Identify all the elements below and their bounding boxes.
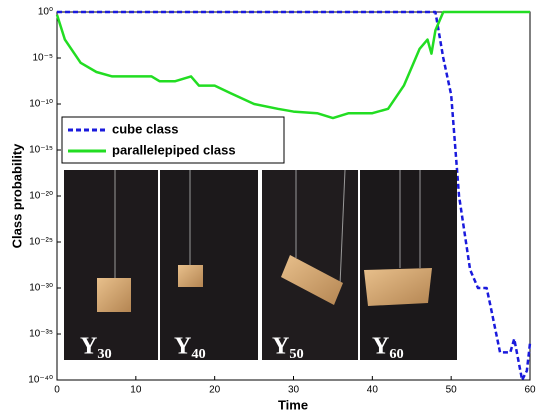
- x-axis-title: Time: [278, 397, 308, 412]
- y-axis-title: Class probability: [9, 143, 24, 249]
- photo: [360, 170, 457, 360]
- photo: [160, 170, 258, 360]
- y-tick-label: 10⁻⁵: [32, 53, 53, 64]
- y-tick-label: 10⁻³⁰: [29, 283, 53, 294]
- x-tick-label: 0: [54, 385, 60, 396]
- y-tick-label: 10⁰: [38, 7, 53, 18]
- x-tick-label: 40: [367, 385, 379, 396]
- x-tick-label: 10: [130, 385, 142, 396]
- x-tick-label: 50: [446, 385, 458, 396]
- block: [364, 268, 432, 306]
- y-tick-label: 10⁻²⁰: [29, 191, 53, 202]
- y-tick-label: 10⁻²⁵: [29, 237, 53, 248]
- x-tick-label: 30: [288, 385, 300, 396]
- legend: cube class parallelepiped class: [62, 117, 284, 163]
- chart: 0 10 20 30 40 50 60 10⁰ 10⁻⁵ 10⁻¹⁰ 10⁻¹⁵ 10⁻²⁰ 10⁻²⁵…: [0, 0, 542, 415]
- y-tick-label: 10⁻¹⁵: [29, 145, 53, 156]
- x-tick-label: 60: [524, 385, 536, 396]
- legend-label: cube class: [112, 121, 179, 136]
- inset-label: Y₅₀: [272, 334, 304, 360]
- inset-label: Y₄₀: [174, 334, 206, 360]
- y-tick-label: 10⁻⁴⁰: [28, 375, 53, 386]
- block: [97, 278, 131, 312]
- block: [178, 265, 203, 287]
- y-tick-label: 10⁻¹⁰: [29, 99, 53, 110]
- y-tick-label: 10⁻³⁵: [29, 329, 53, 340]
- legend-label: parallelepiped class: [112, 142, 236, 157]
- inset-label: Y₆₀: [372, 334, 404, 360]
- inset-label: Y₃₀: [80, 334, 112, 360]
- x-tick-label: 20: [209, 385, 221, 396]
- photo: [64, 170, 158, 360]
